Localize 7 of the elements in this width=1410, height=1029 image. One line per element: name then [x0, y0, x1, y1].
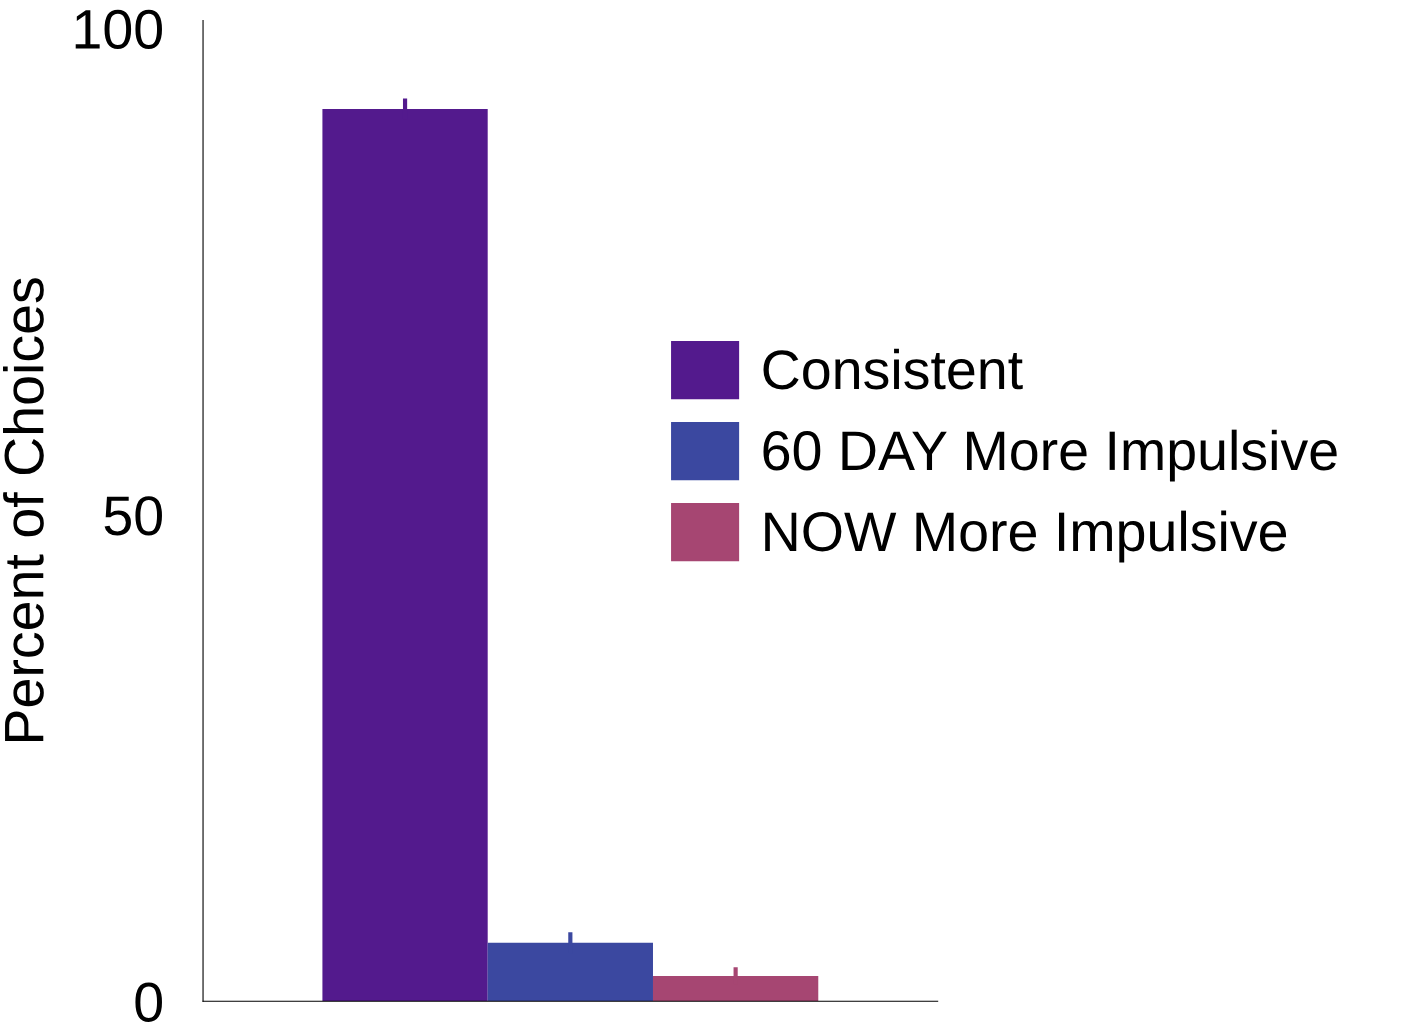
legend-label: NOW More Impulsive — [765, 510, 1287, 563]
y-tick-label: 100 — [75, 9, 162, 50]
y-tick-label: 0 — [135, 982, 162, 1022]
y-tick-label: 50 — [104, 496, 162, 536]
legend-label: Consistent — [763, 348, 1023, 390]
y-axis-title: Percent of Choices — [3, 278, 44, 742]
legend-label: 60 DAY More Impulsive — [763, 429, 1337, 482]
